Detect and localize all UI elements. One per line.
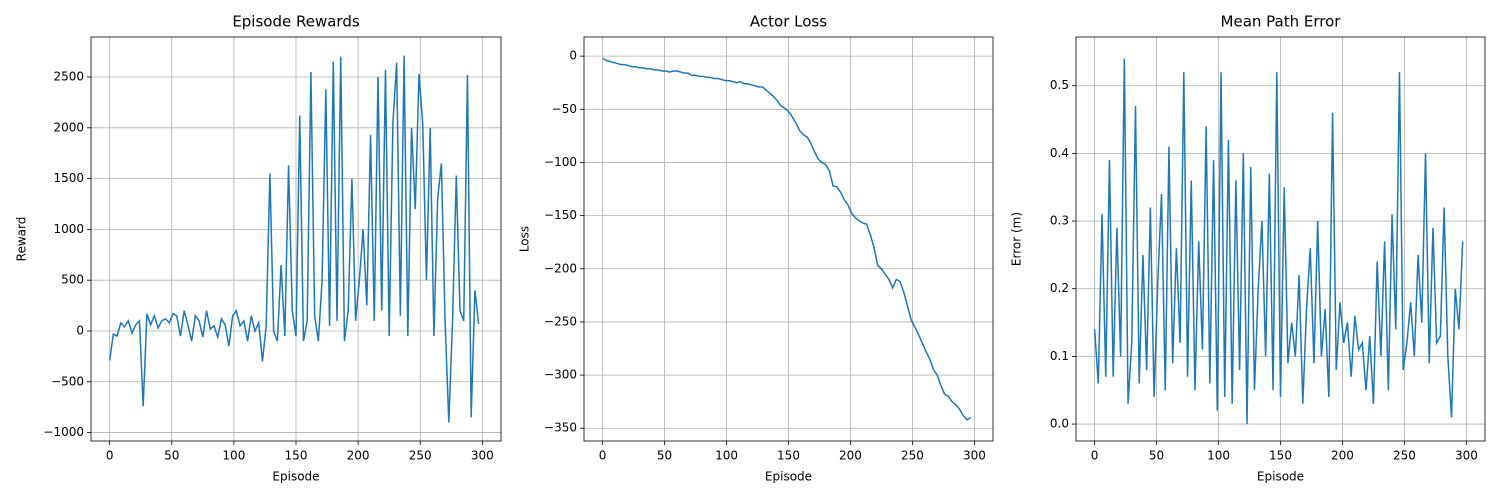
data-line [602,57,972,421]
y-tick-label: 0 [76,323,84,337]
y-tick-label: 1500 [53,171,84,185]
plot-frame [583,36,994,442]
subplot: 0 50 100 150 200 250 300 −350 −300 −250 −200 −150 −1… [518,13,994,484]
x-tick-label: 50 [164,449,179,463]
x-tick-label: 300 [963,449,986,463]
x-tick-label: 250 [1393,449,1416,463]
chart-title: Episode Rewards [232,13,360,31]
y-tick-label: −500 [51,374,84,388]
x-tick-label: 150 [1269,449,1292,463]
y-axis-label: Reward [15,217,29,262]
x-tick-label: 250 [901,449,924,463]
y-tick-label: 500 [61,273,84,287]
y-tick-label: −200 [544,261,577,275]
x-tick-label: 100 [715,449,738,463]
x-tick-label: 200 [839,449,862,463]
y-tick-label: 0.3 [1050,214,1069,228]
x-tick-label: 0 [106,449,114,463]
x-tick-label: 150 [285,449,308,463]
x-tick-label: 250 [409,449,432,463]
x-tick-label: 150 [777,449,800,463]
x-tick-label: 200 [1331,449,1354,463]
x-tick-label: 300 [1455,449,1478,463]
y-tick-label: 1000 [53,222,84,236]
x-tick-label: 100 [222,449,245,463]
x-axis-label: Episode [1257,470,1304,484]
x-axis-label: Episode [272,470,319,484]
data-line [1093,58,1464,425]
y-tick-label: 2500 [53,70,84,84]
subplot: 0 50 100 150 200 250 300 0.0 0.1 0.2 0.3 0.4 0.5 Mean… [1010,13,1486,484]
x-tick-label: 50 [657,449,672,463]
y-tick-label: −1000 [43,425,84,439]
x-tick-label: 0 [1091,449,1099,463]
y-tick-label: 0.0 [1050,417,1069,431]
y-tick-label: 0.1 [1050,349,1069,363]
subplot: 0 50 100 150 200 250 300 −1000 −500 0 500 1000 1500 2… [15,13,502,484]
y-tick-label: 0.4 [1050,146,1069,160]
y-tick-label: −150 [544,208,577,222]
x-axis-label: Episode [765,470,812,484]
y-tick-label: −50 [552,102,577,116]
y-axis-label: Error (m) [1010,212,1024,266]
y-tick-label: 2000 [53,120,84,134]
y-tick-label: 0.2 [1050,281,1069,295]
x-tick-label: 300 [471,449,494,463]
y-tick-label: −250 [544,314,577,328]
x-tick-label: 100 [1207,449,1230,463]
y-tick-label: −300 [544,368,577,382]
x-tick-label: 200 [347,449,370,463]
chart-title: Actor Loss [750,13,827,31]
data-line [108,55,480,423]
plot-frame [90,36,502,442]
plot-frame [1075,36,1486,442]
y-axis-label: Loss [518,226,532,252]
chart-title: Mean Path Error [1221,13,1342,31]
y-tick-label: −350 [544,421,577,435]
y-tick-label: −100 [544,155,577,169]
x-tick-label: 50 [1149,449,1164,463]
y-tick-label: 0 [569,49,577,63]
y-tick-label: 0.5 [1050,78,1069,92]
x-tick-label: 0 [599,449,607,463]
